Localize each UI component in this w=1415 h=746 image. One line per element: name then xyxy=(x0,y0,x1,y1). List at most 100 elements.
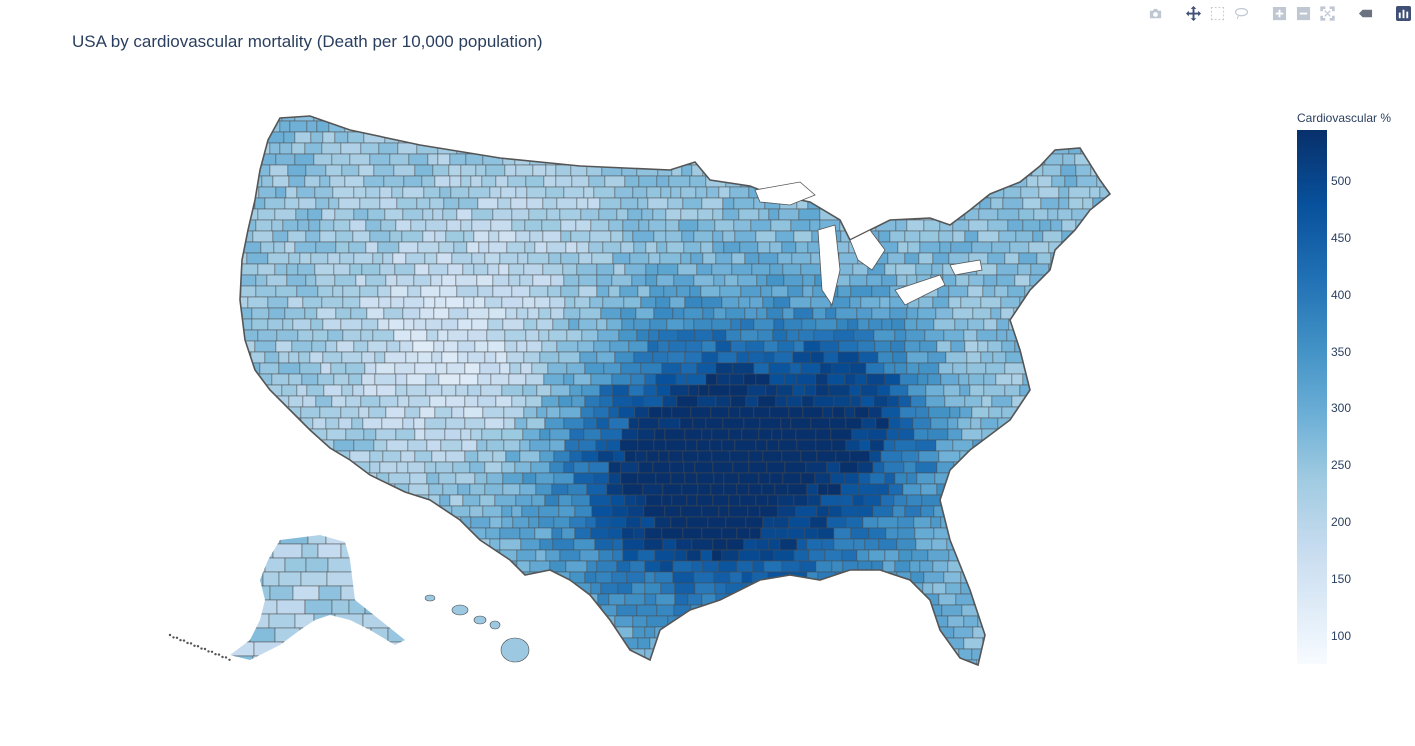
borough-region[interactable] xyxy=(331,599,350,615)
county-region[interactable] xyxy=(443,593,461,606)
county-region[interactable] xyxy=(690,406,712,419)
county-region[interactable] xyxy=(480,571,498,584)
county-region[interactable] xyxy=(763,560,783,573)
county-region[interactable] xyxy=(383,582,404,595)
county-region[interactable] xyxy=(1079,318,1095,331)
county-region[interactable] xyxy=(302,395,317,408)
county-region[interactable] xyxy=(781,450,802,463)
county-region[interactable] xyxy=(488,241,508,254)
county-region[interactable] xyxy=(755,373,771,386)
county-region[interactable] xyxy=(353,439,375,452)
county-region[interactable] xyxy=(938,593,957,606)
county-region[interactable] xyxy=(456,615,469,628)
county-region[interactable] xyxy=(564,626,579,639)
borough-region[interactable] xyxy=(385,641,409,657)
county-region[interactable] xyxy=(393,329,412,342)
county-region[interactable] xyxy=(733,659,748,671)
county-region[interactable] xyxy=(422,582,439,595)
county-region[interactable] xyxy=(826,461,841,474)
county-region[interactable] xyxy=(423,120,436,133)
county-region[interactable] xyxy=(1044,593,1064,606)
borough-region[interactable] xyxy=(279,655,302,670)
county-region[interactable] xyxy=(958,373,970,386)
county-region[interactable] xyxy=(819,362,833,375)
county-region[interactable] xyxy=(305,472,328,485)
county-region[interactable] xyxy=(1028,318,1048,331)
county-region[interactable] xyxy=(352,671,373,682)
county-region[interactable] xyxy=(1058,197,1070,210)
county-region[interactable] xyxy=(327,329,344,342)
county-region[interactable] xyxy=(883,593,904,606)
county-region[interactable] xyxy=(758,472,771,485)
county-region[interactable] xyxy=(868,406,883,419)
county-region[interactable] xyxy=(996,329,1008,342)
county-region[interactable] xyxy=(515,494,533,507)
county-region[interactable] xyxy=(1072,131,1093,144)
county-region[interactable] xyxy=(671,406,692,419)
county-region[interactable] xyxy=(889,230,906,243)
county-region[interactable] xyxy=(419,671,435,682)
county-region[interactable] xyxy=(475,164,487,177)
county-region[interactable] xyxy=(1091,516,1107,529)
county-region[interactable] xyxy=(701,296,723,309)
county-region[interactable] xyxy=(325,340,338,353)
county-region[interactable] xyxy=(878,208,900,221)
county-region[interactable] xyxy=(759,417,782,430)
county-region[interactable] xyxy=(728,671,742,682)
county-region[interactable] xyxy=(390,671,400,682)
county-region[interactable] xyxy=(689,285,702,298)
county-region[interactable] xyxy=(447,263,464,276)
county-region[interactable] xyxy=(441,351,459,364)
county-region[interactable] xyxy=(531,659,551,671)
county-region[interactable] xyxy=(295,208,309,221)
county-region[interactable] xyxy=(1098,252,1116,265)
county-region[interactable] xyxy=(480,384,503,397)
county-region[interactable] xyxy=(745,395,759,408)
county-region[interactable] xyxy=(265,450,285,463)
county-region[interactable] xyxy=(310,318,324,331)
county-region[interactable] xyxy=(996,274,1016,287)
county-region[interactable] xyxy=(567,604,586,617)
county-region[interactable] xyxy=(1059,472,1082,485)
county-region[interactable] xyxy=(967,516,981,529)
county-region[interactable] xyxy=(1014,428,1031,441)
county-region[interactable] xyxy=(844,373,857,386)
county-region[interactable] xyxy=(699,120,718,133)
county-region[interactable] xyxy=(847,318,859,331)
county-region[interactable] xyxy=(683,626,701,639)
county-region[interactable] xyxy=(300,450,319,463)
county-region[interactable] xyxy=(486,472,504,485)
borough-region[interactable] xyxy=(320,627,350,643)
county-region[interactable] xyxy=(521,505,540,518)
county-region[interactable] xyxy=(637,428,656,441)
county-region[interactable] xyxy=(941,494,960,507)
county-region[interactable] xyxy=(1022,197,1042,210)
county-region[interactable] xyxy=(571,175,590,188)
county-region[interactable] xyxy=(589,648,601,661)
county-region[interactable] xyxy=(955,274,970,287)
county-region[interactable] xyxy=(1128,374,1149,385)
county-region[interactable] xyxy=(273,241,286,254)
county-region[interactable] xyxy=(894,439,917,452)
county-region[interactable] xyxy=(980,571,1002,584)
county-region[interactable] xyxy=(235,186,250,199)
county-region[interactable] xyxy=(332,285,344,298)
county-region[interactable] xyxy=(959,131,975,144)
county-region[interactable] xyxy=(877,384,891,397)
county-region[interactable] xyxy=(1100,505,1120,518)
county-region[interactable] xyxy=(647,197,669,210)
county-region[interactable] xyxy=(570,230,591,243)
county-region[interactable] xyxy=(346,472,365,485)
county-region[interactable] xyxy=(868,549,886,562)
county-region[interactable] xyxy=(960,296,982,309)
county-region[interactable] xyxy=(871,307,891,320)
county-region[interactable] xyxy=(670,516,688,529)
county-region[interactable] xyxy=(597,626,617,639)
county-region[interactable] xyxy=(395,384,408,397)
county-region[interactable] xyxy=(723,142,743,155)
county-region[interactable] xyxy=(480,659,492,671)
county-region[interactable] xyxy=(403,296,425,309)
county-region[interactable] xyxy=(905,329,926,342)
county-region[interactable] xyxy=(1028,241,1050,254)
county-region[interactable] xyxy=(953,175,969,188)
